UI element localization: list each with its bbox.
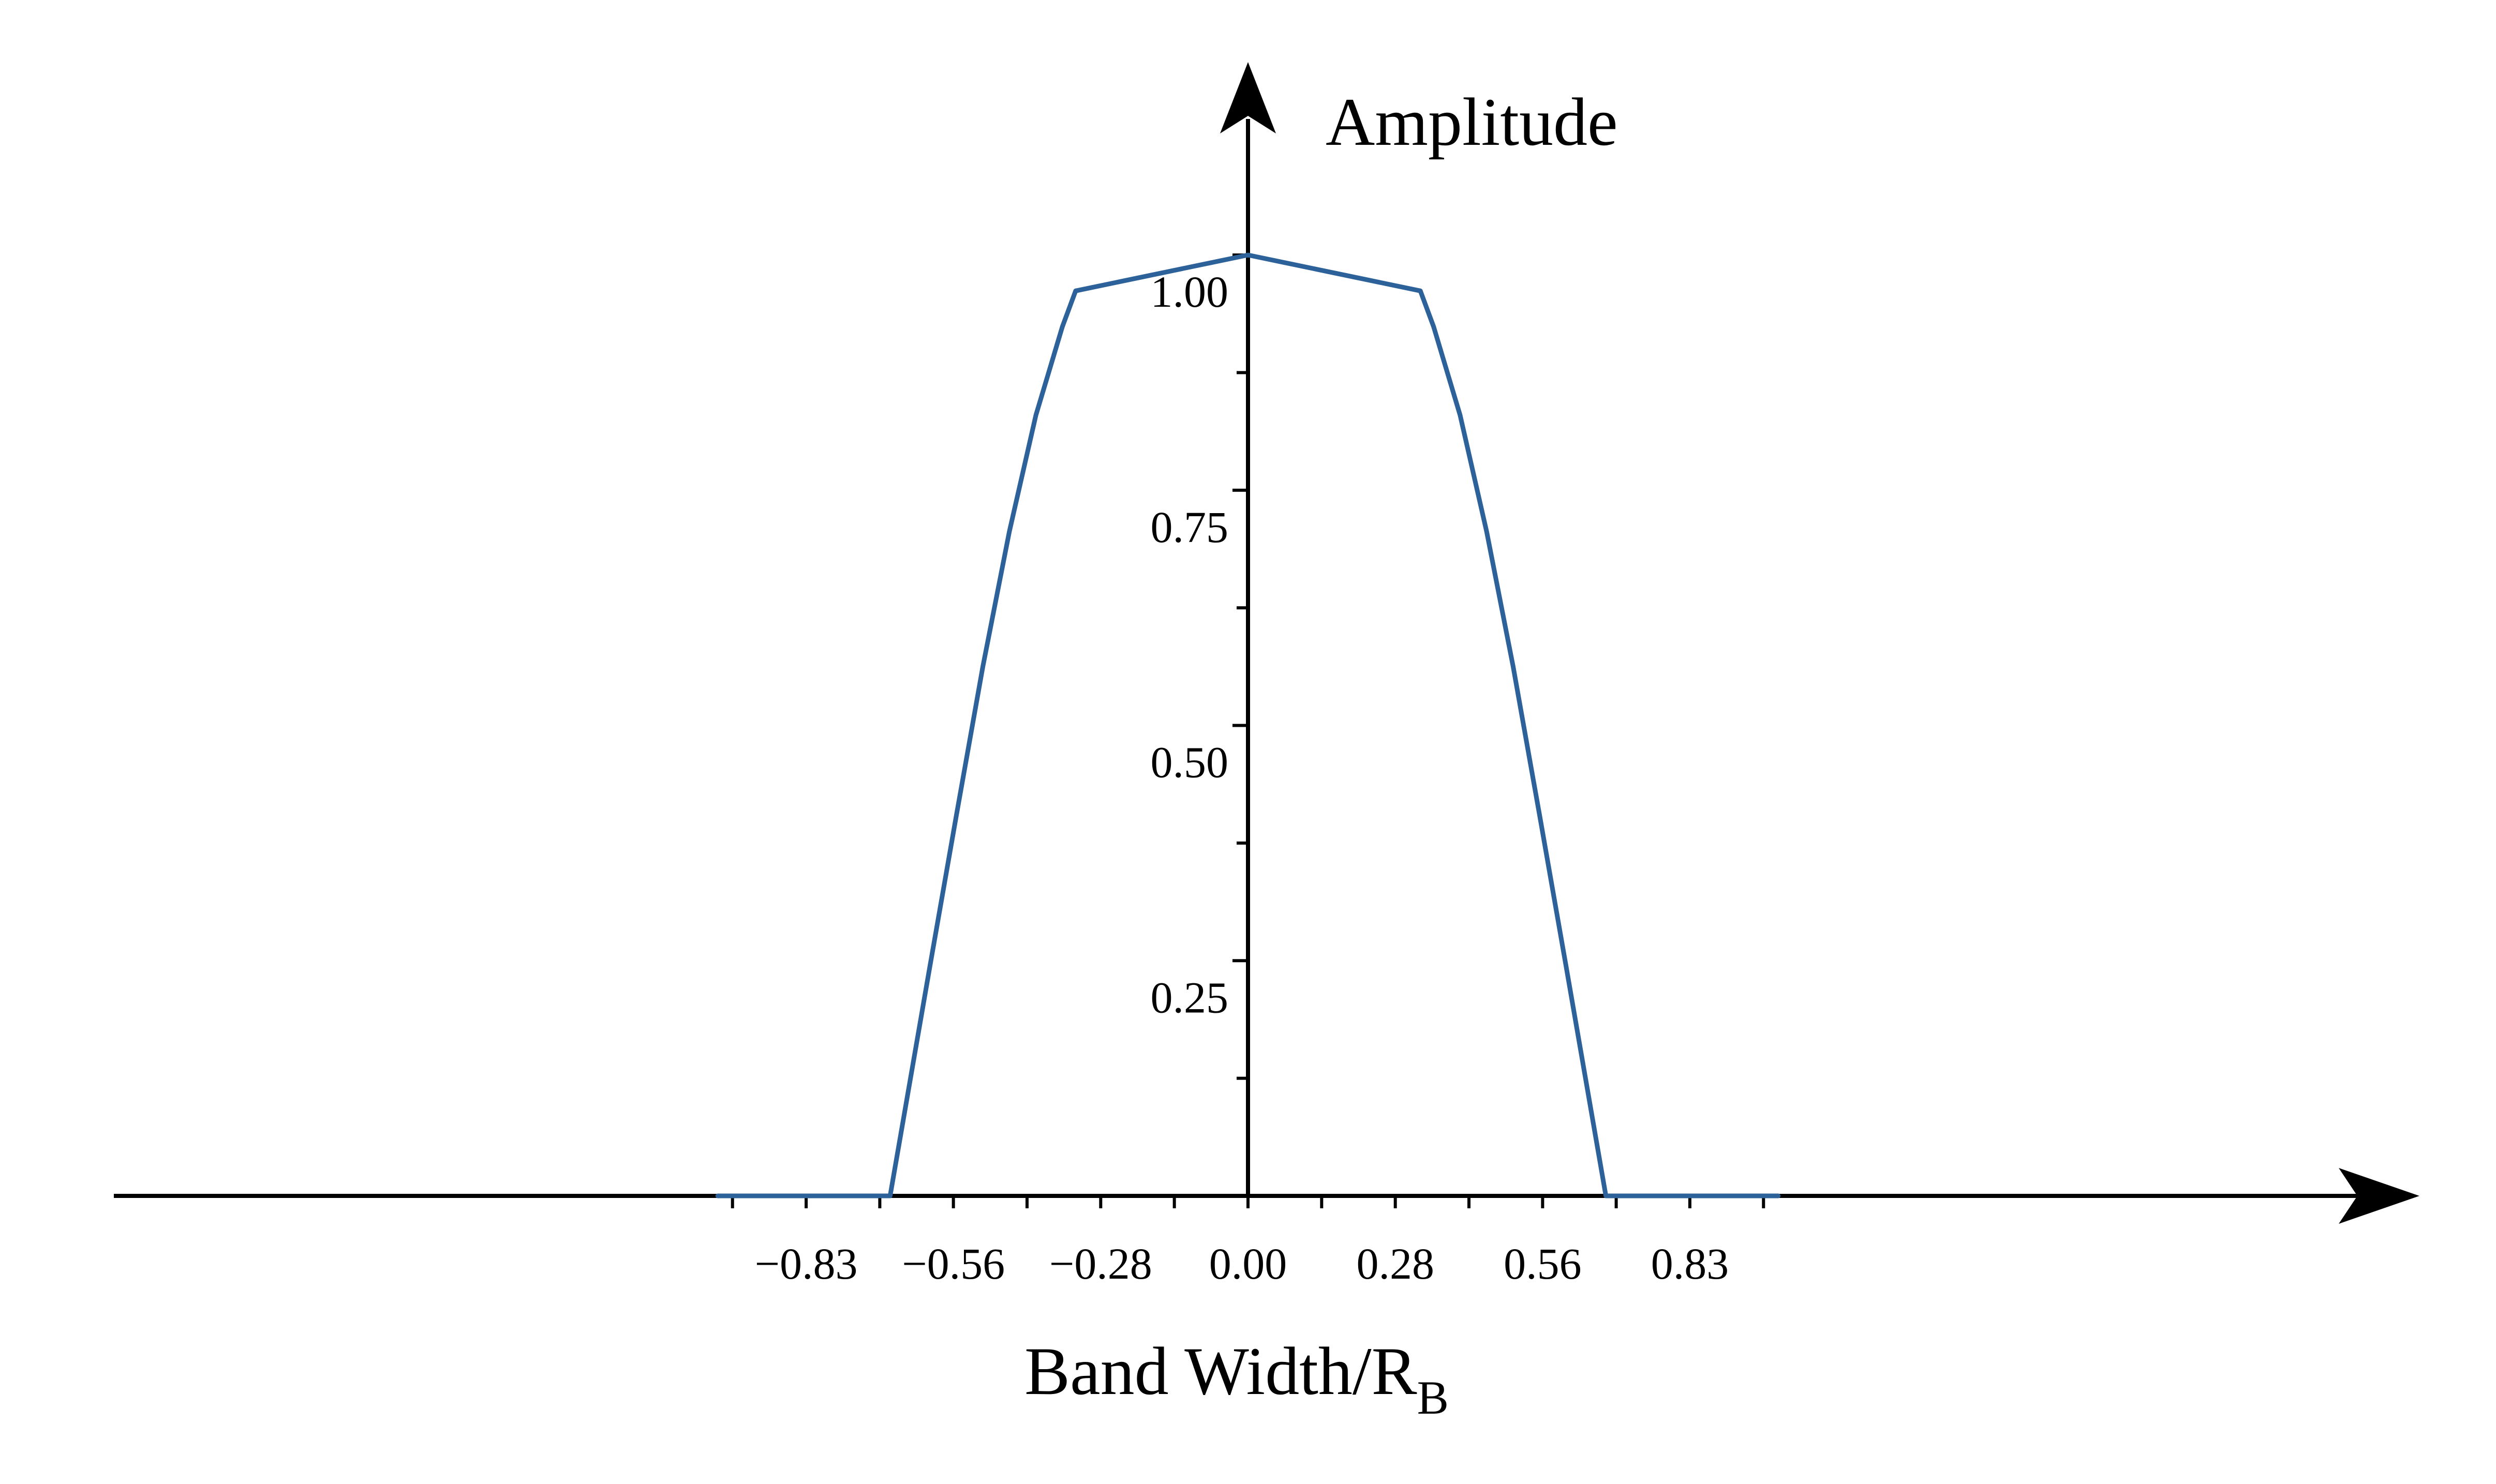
x-tick-label: −0.28 [1049,1239,1152,1288]
x-axis-title: Band Width/RB [1024,1333,1449,1424]
x-tick-label: 0.00 [1209,1239,1287,1288]
x-tick-label: 0.28 [1356,1239,1434,1288]
y-tick-label: 0.75 [1151,502,1229,552]
y-axis-arrow-icon [1220,62,1276,133]
x-axis-title-main: Band Width/R [1024,1333,1417,1409]
x-tick-label: 0.83 [1651,1239,1729,1288]
x-tick-label: −0.56 [902,1239,1005,1288]
x-tick-label: −0.83 [755,1239,858,1288]
x-axis-title-subscript: B [1417,1371,1449,1424]
y-tick-label: 1.00 [1151,267,1229,317]
y-tick-label: 0.25 [1151,972,1229,1022]
series-line [715,252,1781,1198]
y-tick-label: 0.50 [1151,738,1229,787]
y-axis-title: Amplitude [1326,84,1618,160]
x-axis-arrow-icon [2339,1168,2419,1224]
x-tick-label: 0.56 [1504,1239,1582,1288]
